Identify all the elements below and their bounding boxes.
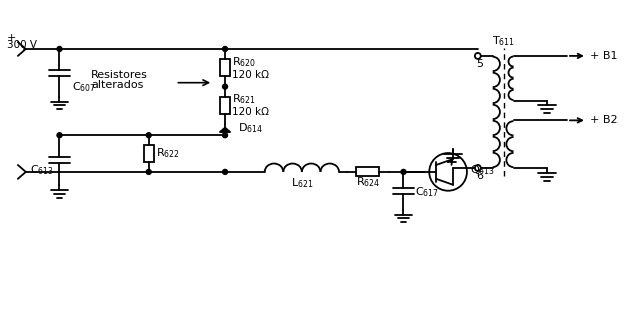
Text: R$_{621}$: R$_{621}$ xyxy=(232,92,256,107)
Text: R$_{620}$: R$_{620}$ xyxy=(232,55,256,69)
Text: 120 kΩ: 120 kΩ xyxy=(232,70,269,80)
Text: alterados: alterados xyxy=(91,80,144,90)
Text: + B2: + B2 xyxy=(590,115,618,125)
Text: C$_{613}$: C$_{613}$ xyxy=(30,163,54,177)
Circle shape xyxy=(222,84,228,89)
Text: 6: 6 xyxy=(476,171,483,181)
Text: C$_{617}$: C$_{617}$ xyxy=(416,185,439,199)
Text: C$_{607}$: C$_{607}$ xyxy=(72,80,96,93)
Bar xyxy=(220,97,230,114)
Text: 300 V: 300 V xyxy=(7,40,37,50)
Circle shape xyxy=(57,133,62,138)
Text: Resistores: Resistores xyxy=(91,70,148,80)
Text: T$_{611}$: T$_{611}$ xyxy=(492,34,515,48)
Text: L$_{621}$: L$_{621}$ xyxy=(291,176,313,189)
Text: D$_{614}$: D$_{614}$ xyxy=(238,121,263,135)
Circle shape xyxy=(222,133,228,138)
Circle shape xyxy=(146,169,151,174)
Polygon shape xyxy=(220,128,230,132)
Bar xyxy=(144,145,154,162)
Circle shape xyxy=(401,169,406,174)
Text: 5: 5 xyxy=(476,59,483,69)
Circle shape xyxy=(57,46,62,52)
Text: Q$_{613}$: Q$_{613}$ xyxy=(470,163,495,177)
Bar xyxy=(220,59,230,76)
Text: +: + xyxy=(7,33,16,43)
Text: 120 kΩ: 120 kΩ xyxy=(232,108,269,117)
Text: R$_{622}$: R$_{622}$ xyxy=(156,147,179,160)
Bar xyxy=(356,167,379,176)
Circle shape xyxy=(222,46,228,52)
Circle shape xyxy=(222,169,228,174)
Text: + B1: + B1 xyxy=(590,51,618,61)
Circle shape xyxy=(146,133,151,138)
Text: R$_{624}$: R$_{624}$ xyxy=(356,175,380,188)
